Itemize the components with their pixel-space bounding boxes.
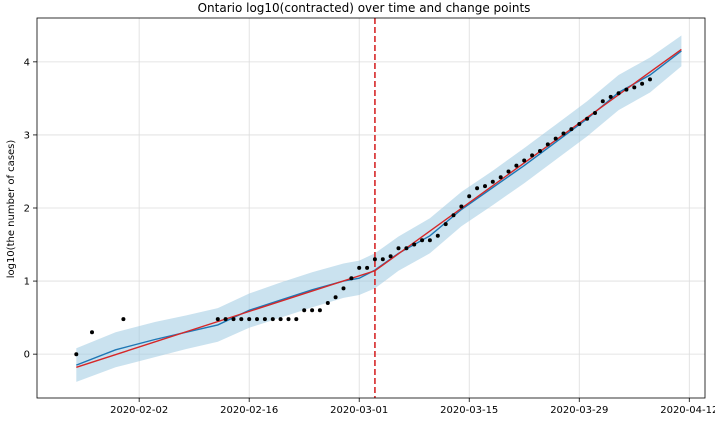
observed-point xyxy=(294,317,299,322)
observed-point xyxy=(585,116,590,121)
observed-point xyxy=(616,91,621,96)
x-tick-label: 2020-03-01 xyxy=(330,405,388,416)
observed-point xyxy=(427,238,432,243)
observed-point xyxy=(498,175,503,180)
observed-point xyxy=(490,179,495,184)
observed-point xyxy=(593,111,597,115)
observed-point xyxy=(231,317,236,322)
observed-point xyxy=(545,142,550,147)
x-tick-label: 2020-03-15 xyxy=(440,405,498,416)
observed-point xyxy=(262,317,267,322)
observed-point xyxy=(215,317,220,322)
x-tick-label: 2020-03-29 xyxy=(550,405,608,416)
y-tick-label: 1 xyxy=(24,277,30,288)
observed-point xyxy=(310,308,315,313)
observed-point xyxy=(459,204,464,209)
observed-point xyxy=(475,186,480,191)
observed-point xyxy=(349,276,354,281)
observed-point xyxy=(483,184,487,189)
observed-point xyxy=(341,286,346,291)
observed-point xyxy=(451,213,456,218)
observed-point xyxy=(270,317,275,322)
observed-point xyxy=(223,317,228,322)
observed-point xyxy=(388,254,393,259)
observed-point xyxy=(420,238,425,243)
observed-point xyxy=(278,317,283,322)
observed-point xyxy=(561,131,566,136)
observed-point xyxy=(380,257,385,262)
observed-point xyxy=(239,317,244,322)
observed-point xyxy=(74,352,79,357)
observed-point xyxy=(302,308,307,313)
observed-point xyxy=(577,122,582,126)
observed-point xyxy=(640,81,645,86)
observed-point xyxy=(522,158,527,163)
observed-point xyxy=(443,222,448,227)
y-ticks: 0 1 2 3 4 xyxy=(24,57,37,361)
observed-point xyxy=(467,194,472,199)
observed-point xyxy=(600,99,605,104)
observed-point xyxy=(365,265,370,270)
uncertainty-band-layer xyxy=(76,35,682,382)
observed-point xyxy=(530,153,535,158)
observed-point xyxy=(121,317,126,322)
x-tick-label: 2020-04-12 xyxy=(660,405,715,416)
y-axis-label: log10(the number of cases) xyxy=(6,140,17,279)
observed-point xyxy=(538,149,542,153)
observed-point xyxy=(569,127,574,132)
observed-point xyxy=(553,136,558,141)
observed-point xyxy=(286,317,291,322)
observed-point xyxy=(372,257,377,262)
observed-point xyxy=(247,317,252,322)
observed-point xyxy=(357,265,362,270)
y-tick-label: 4 xyxy=(24,57,30,68)
x-ticks: 2020-02-02 2020-02-16 2020-03-01 2020-03-15… xyxy=(110,398,715,416)
observed-point xyxy=(624,87,629,92)
observed-point xyxy=(90,330,94,335)
observed-points-layer xyxy=(74,77,652,357)
observed-point xyxy=(506,169,511,174)
chart-title: Ontario log10(contracted) over time and … xyxy=(198,1,531,15)
x-tick-label: 2020-02-16 xyxy=(220,405,278,416)
uncertainty-band xyxy=(76,35,682,382)
observed-point xyxy=(396,246,401,251)
observed-point xyxy=(608,94,613,99)
observed-point xyxy=(632,85,637,90)
observed-point xyxy=(435,233,440,238)
observed-point xyxy=(412,242,417,247)
observed-point xyxy=(514,163,519,168)
x-tick-label: 2020-02-02 xyxy=(110,405,168,416)
observed-point xyxy=(404,246,409,251)
y-tick-label: 3 xyxy=(24,130,30,141)
y-tick-label: 2 xyxy=(24,204,30,215)
observed-point xyxy=(255,317,259,322)
observed-point xyxy=(325,301,330,305)
observed-point xyxy=(317,308,322,313)
y-tick-label: 0 xyxy=(24,350,30,361)
observed-point xyxy=(648,77,652,82)
observed-point xyxy=(333,295,338,300)
